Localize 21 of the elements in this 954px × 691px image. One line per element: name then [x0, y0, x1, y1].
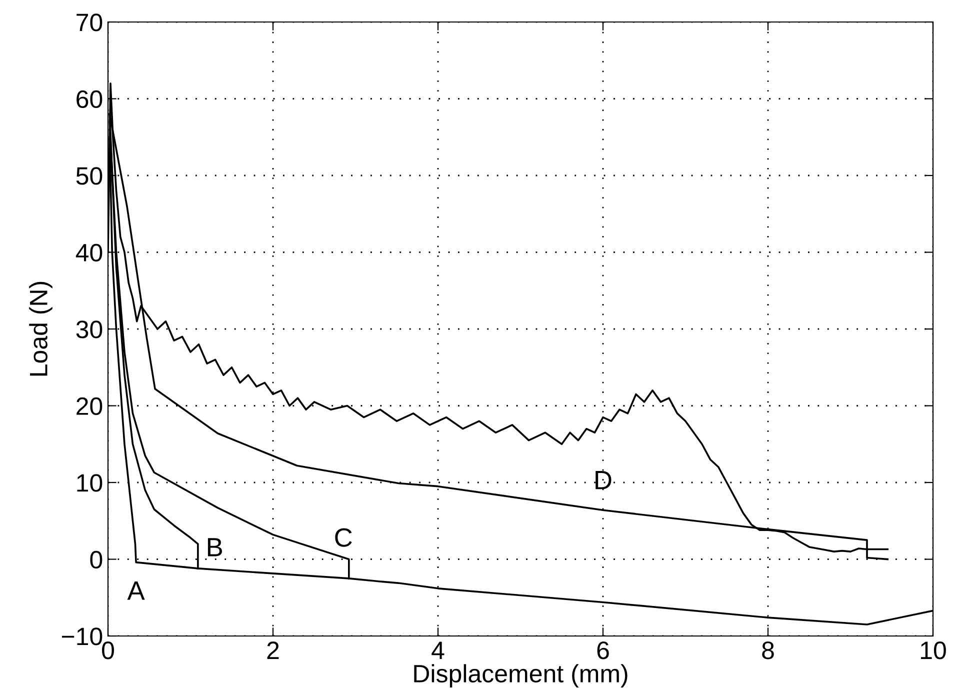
- series-label: C: [335, 528, 352, 547]
- y-tick-label: 40: [76, 244, 102, 262]
- x-tick-label: 4: [432, 642, 444, 659]
- y-tick-label: 20: [76, 397, 102, 416]
- y-tick-label: 50: [76, 167, 102, 185]
- y-tick-label: 70: [76, 14, 102, 32]
- y-tick-label: −10: [62, 628, 102, 646]
- x-tick-label: 0: [102, 642, 114, 660]
- y-tick-label: 30: [76, 320, 102, 338]
- series-label: A: [127, 582, 145, 600]
- y-tick-label: 60: [76, 90, 102, 108]
- y-axis-title: Load (N): [29, 282, 52, 376]
- y-tick-label: 10: [77, 474, 102, 492]
- x-tick-label: 8: [762, 642, 774, 660]
- y-tick-label: 0: [90, 550, 102, 569]
- x-tick-label: 10: [921, 642, 946, 660]
- series-label: D: [596, 471, 612, 490]
- x-tick-label: 6: [597, 642, 609, 660]
- series-label: B: [208, 538, 222, 556]
- x-tick-label: 2: [267, 642, 279, 659]
- x-axis-title: Displacement (mm): [414, 664, 628, 688]
